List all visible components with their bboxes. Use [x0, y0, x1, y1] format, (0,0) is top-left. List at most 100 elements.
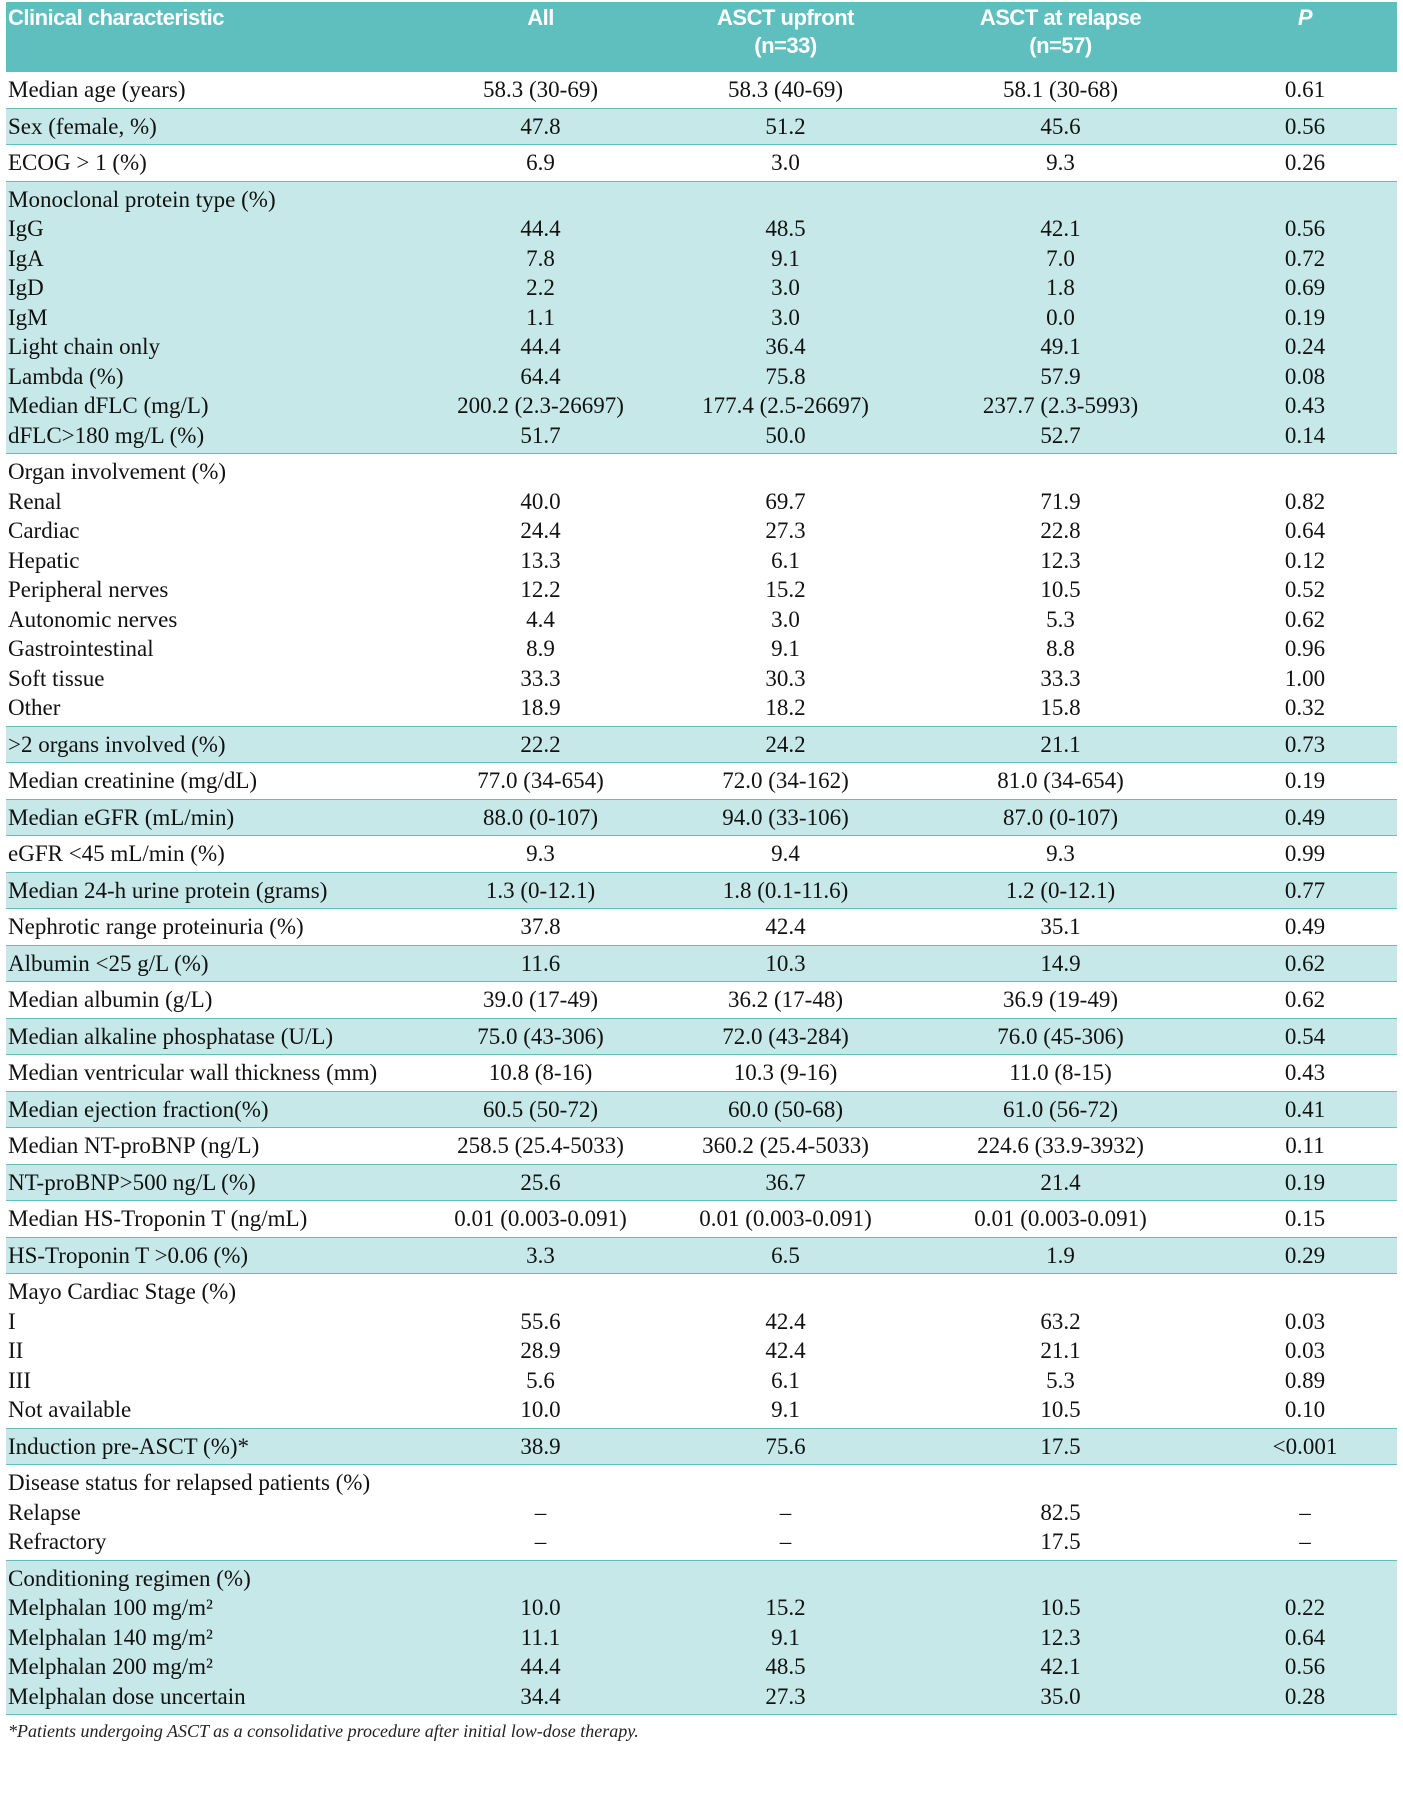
cell-line: 21.1: [1040, 731, 1081, 757]
cell-line: 34.4: [520, 1683, 561, 1709]
p-value-cell: 0.15: [1213, 1200, 1397, 1238]
cell-line: 0.43: [1284, 1060, 1326, 1085]
cell-line: Conditioning regimen (%): [8, 1565, 251, 1591]
table-header: Clinical characteristic All ASCT upfront…: [6, 2, 1397, 72]
table-row: Median ejection fraction(%) 60.5 (50-72) 6…: [6, 1091, 1397, 1128]
cell-line: [1215, 1277, 1395, 1307]
cell-line: 3.3: [526, 1242, 555, 1268]
asct-upfront-cell: 72.0 (34-162): [663, 762, 908, 800]
characteristic-cell: Median ejection fraction(%): [6, 1091, 418, 1128]
all-cell: 258.5 (25.4-5033): [418, 1127, 663, 1165]
table-row: Median albumin (g/L) 39.0 (17-49) 36.2 (17…: [6, 981, 1397, 1019]
all-cell: 77.0 (34-654): [418, 762, 663, 800]
cell-line: 40.0: [520, 488, 561, 514]
asct-relapse-cell: 42.1 7.0 1.8 0.0 49.1 57.9 237.7 (2.3-5993) 52.…: [908, 181, 1213, 454]
cell-line: 39.0 (17-49): [483, 987, 598, 1012]
cell-line: 7.0: [1046, 245, 1075, 271]
table-row: Median 24-h urine protein (grams) 1.3 (0-…: [6, 872, 1397, 909]
asct-relapse-cell: 82.5 17.5: [908, 1464, 1213, 1561]
characteristic-cell: Albumin <25 g/L (%): [6, 945, 418, 982]
cell-line: Median HS-Troponin T (ng/mL): [8, 1206, 308, 1231]
asct-upfront-cell: 72.0 (43-284): [663, 1018, 908, 1055]
all-cell: 40.0 24.4 13.3 12.2 4.4 8.9 33.3 18.9: [418, 453, 663, 727]
p-value-cell: 0.77: [1213, 872, 1397, 909]
cell-line: 49.1: [1040, 334, 1081, 359]
asct-upfront-cell: 60.0 (50-68): [663, 1091, 908, 1128]
cell-line: 0.56: [1284, 113, 1326, 139]
cell-line: 0.24: [1284, 334, 1326, 359]
asct-relapse-cell: 36.9 (19-49): [908, 981, 1213, 1019]
p-value-cell: 0.61: [1213, 72, 1397, 109]
cell-line: 0.28: [1284, 1683, 1326, 1709]
p-value-cell: 0.56 0.72 0.69 0.19 0.24 0.08 0.43 0.14: [1213, 181, 1397, 454]
cell-line: I: [8, 1308, 16, 1334]
asct-relapse-cell: 76.0 (45-306): [908, 1018, 1213, 1055]
cell-line: 82.5: [1040, 1499, 1081, 1525]
cell-line: Melphalan 200 mg/m²: [8, 1654, 213, 1679]
cell-line: 27.3: [765, 518, 806, 543]
cell-line: 6.1: [771, 547, 800, 573]
asct-relapse-cell: 11.0 (8-15): [908, 1054, 1213, 1092]
cell-line: Gastrointestinal: [8, 636, 154, 661]
cell-line: 22.2: [520, 731, 561, 757]
table-row: eGFR <45 mL/min (%) 9.3 9.4 9.3 0.99: [6, 835, 1397, 873]
characteristic-cell: Sex (female, %): [6, 108, 418, 145]
cell-line: <0.001: [1272, 1433, 1338, 1459]
asct-relapse-cell: 21.1: [908, 726, 1213, 763]
asct-upfront-cell: 6.5: [663, 1237, 908, 1274]
table-row: Median age (years) 58.3 (30-69) 58.3 (40-6…: [6, 72, 1397, 109]
cell-line: 0.19: [1284, 1169, 1326, 1195]
cell-line: 0.01 (0.003-0.091): [974, 1206, 1147, 1231]
asct-relapse-cell: 10.5 12.3 42.1 35.0: [908, 1560, 1213, 1715]
cell-line: 9.3: [1046, 150, 1075, 175]
cell-line: –: [534, 1499, 547, 1525]
cell-line: HS-Troponin T >0.06 (%): [8, 1242, 249, 1268]
cell-line: Median age (years): [8, 77, 186, 102]
asct-relapse-cell: 87.0 (0-107): [908, 799, 1213, 836]
p-value-cell: <0.001: [1213, 1428, 1397, 1465]
table-row: Median NT-proBNP (ng/L) 258.5 (25.4-5033)…: [6, 1127, 1397, 1165]
cell-line: Autonomic nerves: [8, 606, 178, 632]
cell-line: –: [534, 1529, 547, 1554]
asct-upfront-cell: 9.4: [663, 835, 908, 873]
table-row: Albumin <25 g/L (%) 11.6 10.3 14.9 0.62: [6, 945, 1397, 982]
asct-relapse-cell: 1.2 (0-12.1): [908, 872, 1213, 909]
all-cell: 9.3: [418, 835, 663, 873]
cell-line: 27.3: [765, 1683, 806, 1709]
cell-line: 9.4: [771, 841, 800, 866]
cell-line: 64.4: [520, 363, 561, 389]
cell-line: 1.2 (0-12.1): [1005, 877, 1116, 903]
cell-line: 58.1 (30-68): [1003, 77, 1118, 102]
cell-line: Median dFLC (mg/L): [8, 393, 209, 418]
table-row: HS-Troponin T >0.06 (%) 3.3 6.5 1.9 0.29: [6, 1237, 1397, 1274]
cell-line: 258.5 (25.4-5033): [457, 1133, 624, 1158]
all-cell: 11.6: [418, 945, 663, 982]
cell-line: Median ejection fraction(%): [8, 1096, 269, 1122]
p-value-cell: 0.26: [1213, 144, 1397, 182]
cell-line: 8.9: [526, 636, 555, 661]
p-value-cell: 0.19: [1213, 762, 1397, 800]
cell-line: II: [8, 1338, 24, 1363]
asct-upfront-cell: 58.3 (40-69): [663, 72, 908, 109]
header-asct-relapse-n: (n=57): [1029, 33, 1092, 58]
cell-line: 200.2 (2.3-26697): [457, 393, 624, 418]
asct-upfront-cell: 1.8 (0.1-11.6): [663, 872, 908, 909]
cell-line: 50.0: [765, 422, 806, 448]
cell-line: 48.5: [765, 216, 806, 241]
cell-line: Melphalan dose uncertain: [8, 1683, 246, 1709]
cell-line: Renal: [8, 488, 62, 514]
cell-line: 0.62: [1284, 950, 1326, 976]
cell-line: [665, 185, 906, 215]
cell-line: 12.2: [520, 577, 561, 602]
cell-line: 0.03: [1284, 1308, 1326, 1334]
cell-line: 30.3: [765, 665, 806, 691]
table-row: Median ventricular wall thickness (mm) 10…: [6, 1054, 1397, 1092]
cell-line: 10.5: [1040, 1397, 1081, 1422]
cell-line: 12.3: [1040, 547, 1081, 573]
asct-relapse-cell: 17.5: [908, 1428, 1213, 1465]
cell-line: Median NT-proBNP (ng/L): [8, 1133, 260, 1158]
asct-relapse-cell: 35.1: [908, 908, 1213, 946]
cell-line: 51.2: [765, 113, 806, 139]
cell-line: Monoclonal protein type (%): [8, 186, 276, 212]
cell-line: 0.15: [1284, 1206, 1326, 1231]
